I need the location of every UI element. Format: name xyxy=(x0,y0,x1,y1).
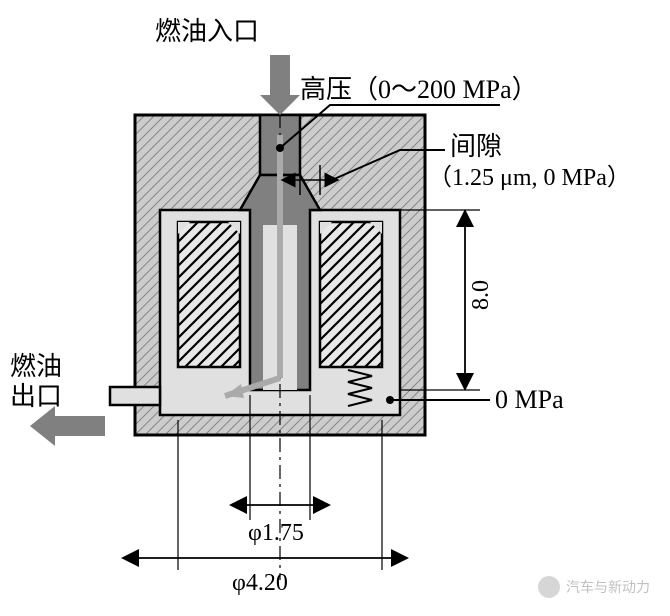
hatched-insert-left xyxy=(178,222,240,367)
fuel-outlet-arrow xyxy=(30,406,105,446)
dim-height-8-label: 8.0 xyxy=(468,280,494,310)
dim-phi-outer-label: φ4.20 xyxy=(232,570,288,596)
zero-pressure-label: 0 MPa xyxy=(495,385,564,414)
outlet-port xyxy=(110,387,160,405)
fuel-inlet-label: 燃油入口 xyxy=(155,17,259,46)
gap-label-2: （1.25 μm, 0 MPa） xyxy=(428,165,631,191)
dim-phi-inner-label: φ1.75 xyxy=(248,520,304,546)
high-pressure-label: 高压（0～200 MPa） xyxy=(300,75,538,104)
watermark: 汽车与新动力 xyxy=(538,576,650,598)
gap-label-1: 间隙 xyxy=(450,132,502,161)
fuel-outlet-label-1: 燃油 xyxy=(10,352,62,381)
fuel-outlet-label-2: 出口 xyxy=(10,382,62,411)
fuel-inlet-arrow xyxy=(260,55,300,115)
dim-phi-outer xyxy=(130,420,400,570)
wechat-icon xyxy=(538,576,560,598)
hatched-insert-right xyxy=(320,222,382,367)
watermark-text: 汽车与新动力 xyxy=(566,577,650,597)
